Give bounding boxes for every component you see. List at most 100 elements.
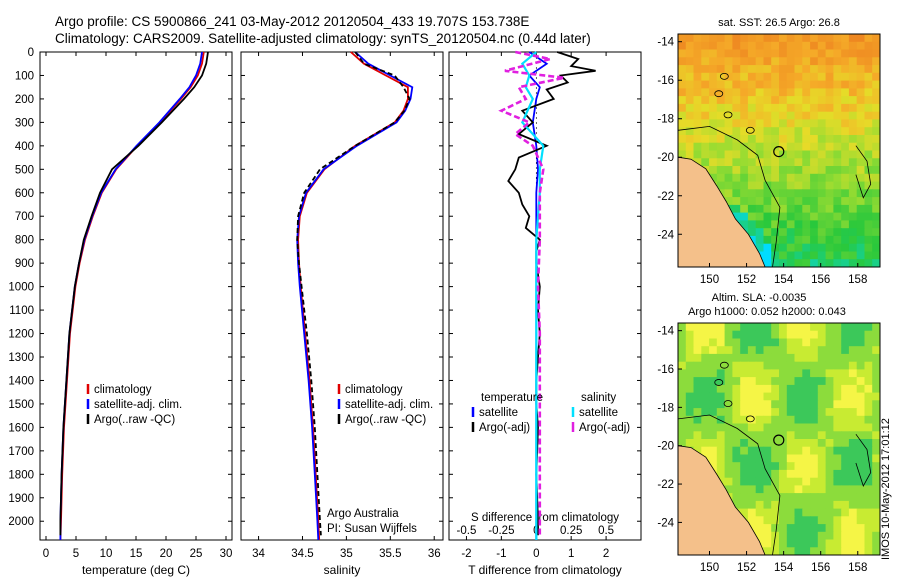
map-cell bbox=[825, 369, 834, 378]
map-cell bbox=[786, 415, 796, 425]
y-tick-label: 900 bbox=[15, 258, 34, 270]
map-cell bbox=[724, 57, 733, 66]
map-cell bbox=[724, 72, 733, 82]
map-cell bbox=[771, 34, 780, 43]
map-cell bbox=[724, 135, 733, 144]
map-cell bbox=[779, 235, 788, 245]
y-tick-label: 1300 bbox=[8, 352, 34, 364]
map-cell bbox=[864, 220, 873, 229]
map-cell bbox=[755, 181, 765, 190]
x-tick-label: 0 bbox=[533, 548, 539, 560]
map-cell bbox=[817, 454, 827, 463]
map-cell bbox=[833, 228, 842, 237]
map-cell bbox=[724, 96, 733, 105]
map-cell bbox=[771, 127, 780, 136]
map-cell bbox=[740, 173, 749, 183]
map-cell bbox=[701, 330, 710, 339]
map-cell bbox=[810, 485, 819, 494]
map-cell bbox=[817, 392, 827, 401]
map-cell bbox=[848, 524, 858, 533]
map-cell bbox=[817, 243, 827, 253]
map-cell bbox=[833, 539, 842, 548]
map-cell bbox=[856, 454, 866, 463]
map-cell bbox=[810, 508, 819, 517]
map-cell bbox=[810, 384, 819, 394]
map-cell bbox=[755, 423, 765, 432]
map-cell bbox=[693, 57, 702, 66]
map-cell bbox=[856, 41, 866, 51]
map-cell bbox=[841, 384, 850, 394]
map-cell bbox=[693, 446, 702, 455]
map-cell bbox=[732, 41, 741, 51]
map-cell bbox=[786, 34, 796, 43]
map-cell bbox=[802, 142, 811, 152]
map-cell bbox=[841, 500, 850, 510]
map-cell bbox=[833, 212, 842, 221]
map-cell bbox=[810, 158, 819, 167]
map-cell bbox=[872, 166, 880, 175]
map-cell bbox=[771, 384, 780, 394]
map-cell bbox=[872, 539, 880, 548]
map-cell bbox=[802, 361, 811, 370]
map-cell bbox=[872, 41, 880, 51]
y-tick-label: 2000 bbox=[8, 516, 34, 528]
map-cell bbox=[763, 197, 772, 206]
map-cell bbox=[817, 547, 827, 555]
map-cell bbox=[810, 80, 819, 89]
map-cell bbox=[864, 323, 873, 332]
map-cell bbox=[685, 150, 695, 159]
map-cell bbox=[740, 493, 749, 502]
map-cell bbox=[732, 462, 741, 471]
map-cell bbox=[716, 34, 726, 43]
map-cell bbox=[685, 384, 695, 394]
map-frame bbox=[677, 322, 881, 556]
map-cell bbox=[872, 220, 880, 229]
map-x-tick-label: 154 bbox=[774, 562, 794, 574]
map-cell bbox=[763, 166, 772, 175]
map-cell bbox=[763, 330, 772, 339]
map-cell bbox=[732, 400, 741, 409]
map-cell bbox=[841, 539, 850, 548]
map-cell bbox=[786, 531, 796, 541]
series-line-argo-raw-qc- bbox=[59, 51, 209, 536]
map-cell bbox=[755, 235, 765, 245]
map-cell bbox=[740, 323, 749, 332]
map-cell bbox=[716, 181, 726, 190]
map-cell bbox=[716, 127, 726, 136]
map-cell bbox=[740, 212, 749, 221]
series-line-argo-raw-qc- bbox=[296, 51, 411, 536]
map-cell bbox=[685, 88, 695, 97]
map-cell bbox=[709, 158, 718, 167]
map-cell bbox=[825, 338, 834, 347]
map-cell bbox=[732, 158, 741, 167]
map-cell bbox=[779, 446, 788, 455]
map-cell bbox=[786, 423, 796, 432]
map-cell bbox=[747, 500, 757, 510]
map-cell bbox=[794, 57, 803, 66]
map-cell bbox=[833, 111, 842, 121]
map-cell bbox=[716, 103, 726, 113]
map-cell bbox=[833, 524, 842, 533]
map-cell bbox=[763, 127, 772, 136]
map-cell bbox=[747, 508, 757, 517]
map-cell bbox=[678, 103, 687, 113]
map-cell bbox=[685, 423, 695, 432]
map-cell bbox=[755, 323, 765, 332]
map-cell bbox=[864, 531, 873, 541]
map-cell bbox=[747, 361, 757, 370]
map-cell bbox=[864, 173, 873, 183]
map-cell bbox=[802, 166, 811, 175]
map-cell bbox=[825, 408, 834, 417]
map-cell bbox=[810, 88, 819, 97]
map-cell bbox=[848, 477, 858, 486]
map-cell bbox=[794, 431, 803, 440]
map-cell bbox=[817, 446, 827, 455]
map-cell bbox=[763, 41, 772, 51]
map-cell bbox=[732, 127, 741, 136]
map-cell bbox=[872, 493, 880, 502]
map-cell bbox=[701, 119, 710, 128]
map-cell bbox=[848, 243, 858, 253]
map-cell bbox=[763, 377, 772, 386]
map-cell bbox=[802, 235, 811, 245]
map-cell bbox=[817, 204, 827, 214]
